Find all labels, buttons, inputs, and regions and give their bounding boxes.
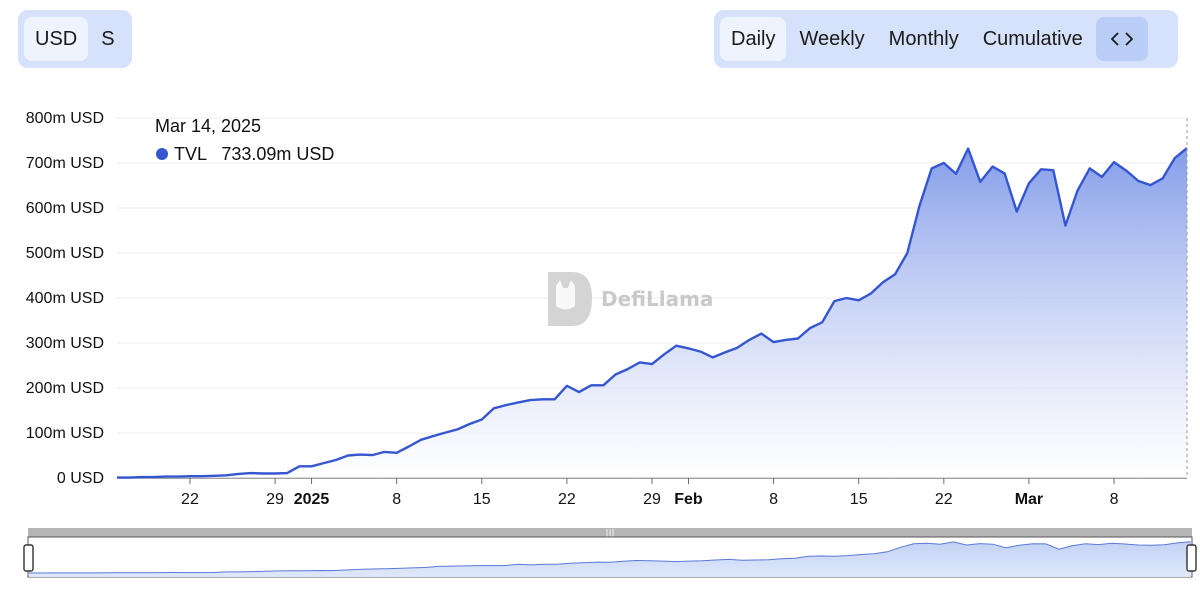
x-tick-label: 29	[643, 491, 661, 508]
embed-code-button[interactable]	[1095, 17, 1148, 61]
period-daily-button[interactable]: Daily	[720, 17, 787, 61]
brush-grip-icon: |||	[605, 529, 614, 539]
x-tick-label: 22	[935, 491, 953, 508]
x-tick-label: Mar	[1015, 491, 1043, 508]
code-icon	[1110, 32, 1133, 46]
data-points	[116, 148, 1188, 478]
watermark-text: DefiLlama	[601, 287, 713, 311]
y-tick-label: 500m USD	[26, 245, 104, 262]
brush-top-bar[interactable]	[28, 528, 1192, 537]
unit-usd-button[interactable]: USD	[24, 17, 89, 61]
range-brush[interactable]: |||	[23, 528, 1197, 578]
brush-handle-left[interactable]	[23, 544, 34, 572]
tooltip-date: Mar 14, 2025	[155, 116, 261, 136]
tooltip-series-name: TVL	[174, 144, 207, 164]
x-tick-label: 8	[392, 491, 401, 508]
period-weekly-button[interactable]: Weekly	[799, 27, 865, 50]
x-tick-label: 15	[850, 491, 868, 508]
mini-line	[29, 541, 1192, 574]
y-tick-label: 0 USD	[57, 470, 104, 487]
x-tick-label: 15	[473, 491, 491, 508]
period-toggle: Daily Weekly Monthly Cumulative	[714, 10, 1178, 68]
tvl-area	[117, 148, 1187, 478]
y-tick-label: 800m USD	[26, 110, 104, 127]
x-tick-label: 22	[181, 491, 199, 508]
llama-logo-icon	[548, 272, 592, 326]
x-tick-label: 22	[558, 491, 576, 508]
tooltip-series-dot	[156, 148, 168, 160]
period-monthly-button[interactable]: Monthly	[888, 27, 959, 50]
y-tick-label: 400m USD	[26, 290, 104, 307]
x-axis: 22 29 2025 8 15 22 29 Feb 8 15 22 Mar 8	[181, 478, 1119, 508]
y-tick-label: 100m USD	[26, 425, 104, 442]
x-tick-label: 29	[266, 491, 284, 508]
unit-toggle: USD S	[18, 10, 132, 68]
x-tick-label: 8	[769, 491, 778, 508]
tooltip-value: 733.09m USD	[221, 144, 334, 164]
period-cumulative-button[interactable]: Cumulative	[982, 27, 1083, 50]
mini-area	[29, 541, 1191, 577]
y-axis: 0 USD 100m USD 200m USD 300m USD 400m USD 500…	[26, 110, 104, 487]
unit-token-button[interactable]: S	[101, 27, 115, 50]
y-tick-label: 200m USD	[26, 380, 104, 397]
x-tick-label: Feb	[674, 491, 703, 508]
tooltip: Mar 14, 2025 TVL 733.09m USD	[155, 116, 334, 164]
svg-text:TVL 733.09m USD: TVL 733.09m USD	[174, 144, 334, 164]
y-tick-label: 300m USD	[26, 335, 104, 352]
x-tick-label: 8	[1110, 491, 1119, 508]
brush-handle-right[interactable]	[1186, 544, 1197, 572]
y-tick-label: 700m USD	[26, 155, 104, 172]
y-tick-label: 600m USD	[26, 200, 104, 217]
watermark: DefiLlama	[548, 272, 713, 326]
x-tick-label: 2025	[294, 491, 330, 508]
